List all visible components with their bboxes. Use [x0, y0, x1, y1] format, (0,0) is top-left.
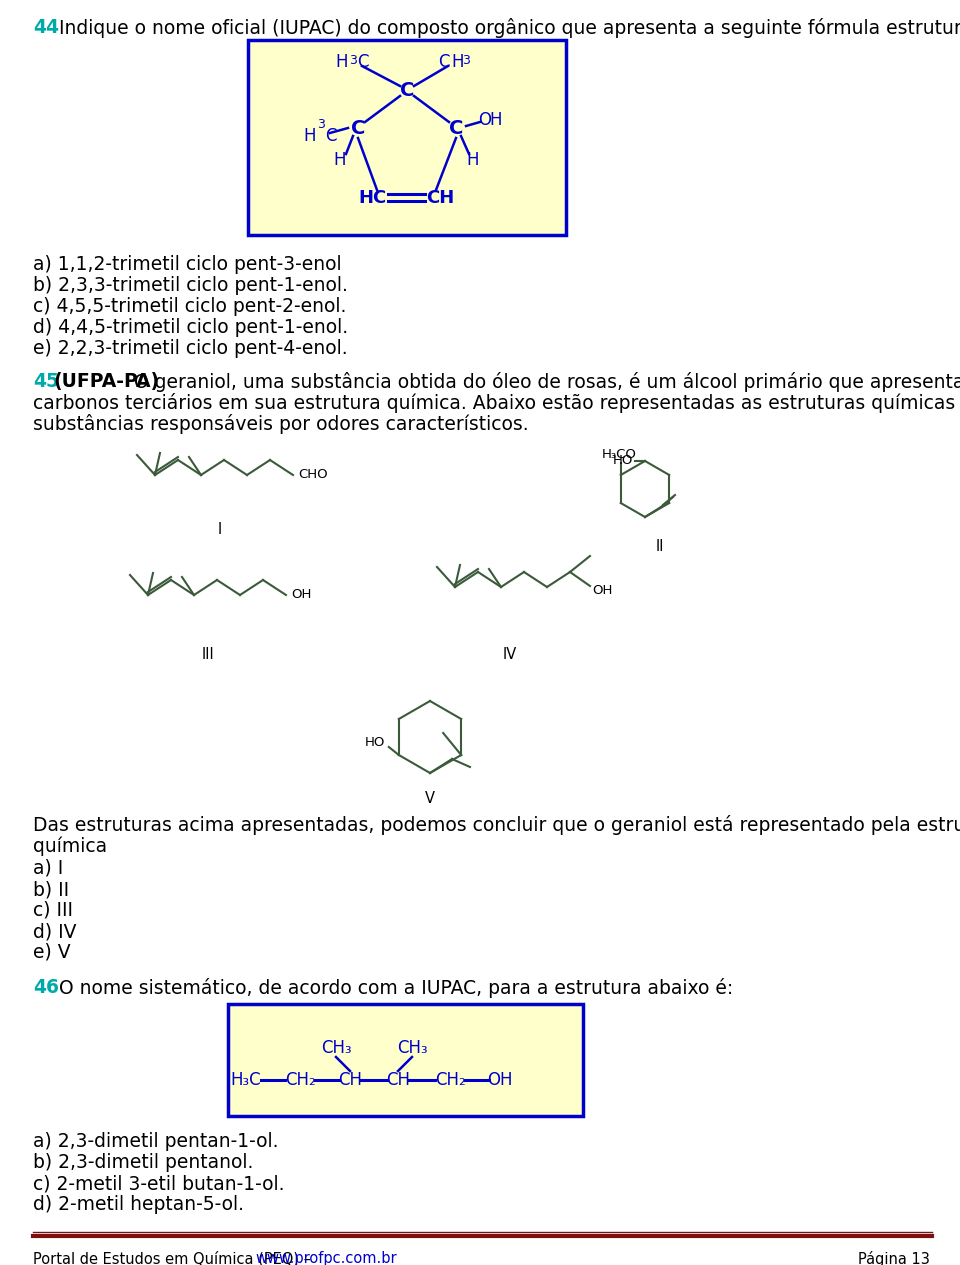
Text: II: II — [656, 539, 664, 554]
Text: C: C — [399, 81, 414, 100]
Text: Das estruturas acima apresentadas, podemos concluir que o geraniol está represen: Das estruturas acima apresentadas, podem… — [33, 815, 960, 835]
Text: 3: 3 — [317, 118, 324, 132]
Text: c) III: c) III — [33, 901, 73, 920]
Text: Indique o nome oficial (IUPAC) do composto orgânico que apresenta a seguinte fór: Indique o nome oficial (IUPAC) do compos… — [53, 18, 960, 38]
Text: O geraniol, uma substância obtida do óleo de rosas, é um álcool primário que apr: O geraniol, uma substância obtida do óle… — [128, 372, 960, 392]
Text: H: H — [489, 111, 501, 129]
Text: C: C — [350, 119, 365, 138]
Text: OH: OH — [291, 587, 311, 601]
Text: HC: HC — [359, 188, 387, 207]
Text: IV: IV — [503, 646, 517, 662]
Text: e) 2,2,3-trimetil ciclo pent-4-enol.: e) 2,2,3-trimetil ciclo pent-4-enol. — [33, 339, 348, 358]
Text: carbonos terciários em sua estrutura química. Abaixo estão representadas as estr: carbonos terciários em sua estrutura quí… — [33, 393, 960, 412]
Text: CHO: CHO — [298, 468, 327, 481]
Text: d) 4,4,5-trimetil ciclo pent-1-enol.: d) 4,4,5-trimetil ciclo pent-1-enol. — [33, 318, 348, 336]
Text: Página 13: Página 13 — [858, 1251, 930, 1265]
Text: CH: CH — [338, 1071, 362, 1089]
Text: a) 2,3-dimetil pentan-1-ol.: a) 2,3-dimetil pentan-1-ol. — [33, 1132, 278, 1151]
Text: O: O — [478, 111, 491, 129]
Text: H₃CO: H₃CO — [601, 449, 636, 462]
Text: 3: 3 — [349, 54, 357, 67]
Text: CH₂: CH₂ — [435, 1071, 466, 1089]
Text: 44: 44 — [33, 18, 59, 37]
Text: (UFPA-PA): (UFPA-PA) — [53, 372, 159, 391]
Text: C: C — [449, 119, 463, 138]
Text: 3: 3 — [462, 54, 469, 67]
Text: H: H — [303, 126, 316, 145]
Text: HO: HO — [365, 736, 385, 749]
Text: a) I: a) I — [33, 859, 63, 878]
Text: C: C — [357, 53, 369, 71]
Text: d) IV: d) IV — [33, 922, 77, 941]
Text: III: III — [202, 646, 214, 662]
Text: C: C — [439, 53, 450, 71]
Text: química: química — [33, 836, 108, 855]
Text: CH: CH — [386, 1071, 410, 1089]
Text: c) 2-metil 3-etil butan-1-ol.: c) 2-metil 3-etil butan-1-ol. — [33, 1174, 284, 1193]
Text: OH: OH — [592, 583, 612, 597]
Text: O nome sistemático, de acordo com a IUPAC, para a estrutura abaixo é:: O nome sistemático, de acordo com a IUPA… — [53, 978, 733, 998]
Text: V: V — [425, 791, 435, 806]
Text: CH: CH — [426, 188, 454, 207]
FancyBboxPatch shape — [228, 1004, 583, 1116]
Text: d) 2-metil heptan-5-ol.: d) 2-metil heptan-5-ol. — [33, 1195, 244, 1214]
Text: CH₂: CH₂ — [284, 1071, 316, 1089]
Text: 46: 46 — [33, 978, 59, 997]
Text: C: C — [325, 126, 337, 145]
Text: b) 2,3,3-trimetil ciclo pent-1-enol.: b) 2,3,3-trimetil ciclo pent-1-enol. — [33, 276, 348, 295]
Text: substâncias responsáveis por odores característicos.: substâncias responsáveis por odores cara… — [33, 414, 529, 434]
Text: www.profpc.com.br: www.profpc.com.br — [255, 1251, 396, 1265]
Text: H: H — [334, 151, 347, 170]
Text: H: H — [451, 53, 464, 71]
Text: H₃C: H₃C — [230, 1071, 261, 1089]
Text: CH₃: CH₃ — [321, 1039, 351, 1058]
Text: b) II: b) II — [33, 880, 69, 899]
Text: H: H — [467, 151, 479, 170]
Text: OH: OH — [488, 1071, 513, 1089]
Text: I: I — [218, 522, 222, 538]
Text: HO: HO — [613, 454, 634, 468]
Text: b) 2,3-dimetil pentanol.: b) 2,3-dimetil pentanol. — [33, 1152, 253, 1171]
Text: c) 4,5,5-trimetil ciclo pent-2-enol.: c) 4,5,5-trimetil ciclo pent-2-enol. — [33, 297, 347, 316]
Text: a) 1,1,2-trimetil ciclo pent-3-enol: a) 1,1,2-trimetil ciclo pent-3-enol — [33, 256, 342, 275]
Text: 45: 45 — [33, 372, 59, 391]
FancyBboxPatch shape — [248, 40, 566, 235]
Text: e) V: e) V — [33, 942, 71, 961]
Text: Portal de Estudos em Química (PEQ) –: Portal de Estudos em Química (PEQ) – — [33, 1251, 316, 1265]
Text: H: H — [335, 53, 348, 71]
Text: CH₃: CH₃ — [396, 1039, 427, 1058]
